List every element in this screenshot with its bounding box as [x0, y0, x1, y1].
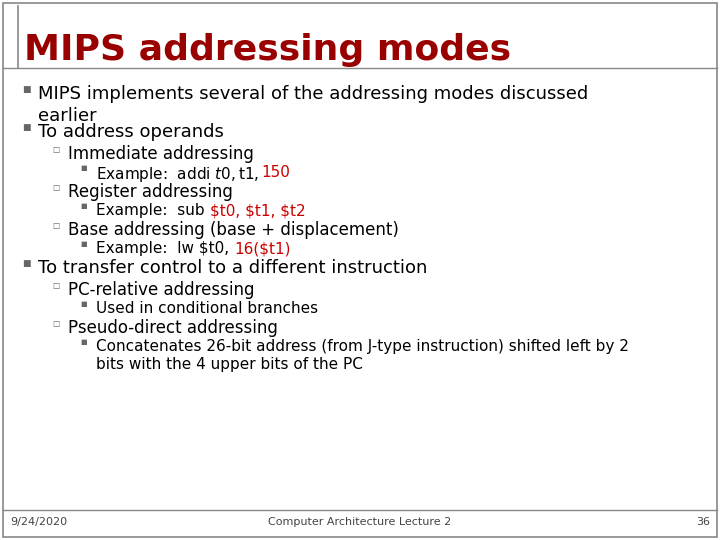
Text: To transfer control to a different instruction: To transfer control to a different instr… — [38, 259, 428, 277]
Text: Concatenates 26-bit address (from J-type instruction) shifted left by 2: Concatenates 26-bit address (from J-type… — [96, 339, 629, 354]
Text: ■: ■ — [80, 165, 86, 171]
Text: Register addressing: Register addressing — [68, 183, 233, 201]
Text: □: □ — [52, 145, 59, 154]
Text: ■: ■ — [80, 339, 86, 345]
Text: Computer Architecture Lecture 2: Computer Architecture Lecture 2 — [269, 517, 451, 527]
Text: 9/24/2020: 9/24/2020 — [10, 517, 67, 527]
Text: Example:  lw $t0,: Example: lw $t0, — [96, 241, 234, 256]
Text: ■: ■ — [22, 85, 30, 94]
Text: Example:  sub: Example: sub — [96, 203, 210, 218]
Text: earlier: earlier — [38, 107, 96, 125]
Text: 16($t1): 16($t1) — [234, 241, 290, 256]
Text: Pseudo-direct addressing: Pseudo-direct addressing — [68, 319, 278, 337]
Text: Used in conditional branches: Used in conditional branches — [96, 301, 318, 316]
Text: 150: 150 — [261, 165, 289, 180]
Text: ■: ■ — [80, 301, 86, 307]
Text: PC-relative addressing: PC-relative addressing — [68, 281, 254, 299]
Text: □: □ — [52, 319, 59, 328]
Text: To address operands: To address operands — [38, 123, 224, 141]
Text: bits with the 4 upper bits of the PC: bits with the 4 upper bits of the PC — [96, 357, 363, 372]
Text: MIPS implements several of the addressing modes discussed: MIPS implements several of the addressin… — [38, 85, 588, 103]
Text: □: □ — [52, 281, 59, 290]
Text: ■: ■ — [80, 241, 86, 247]
Text: Immediate addressing: Immediate addressing — [68, 145, 254, 163]
Text: MIPS addressing modes: MIPS addressing modes — [24, 33, 511, 67]
Text: □: □ — [52, 221, 59, 230]
Text: ■: ■ — [80, 203, 86, 209]
Text: ■: ■ — [22, 123, 30, 132]
Text: ■: ■ — [22, 259, 30, 268]
Text: 36: 36 — [696, 517, 710, 527]
Text: Example:  addi $t0, $t1,: Example: addi $t0, $t1, — [96, 165, 261, 184]
Text: □: □ — [52, 183, 59, 192]
Text: $t0, $t1, $t2: $t0, $t1, $t2 — [210, 203, 305, 218]
Text: Base addressing (base + displacement): Base addressing (base + displacement) — [68, 221, 399, 239]
